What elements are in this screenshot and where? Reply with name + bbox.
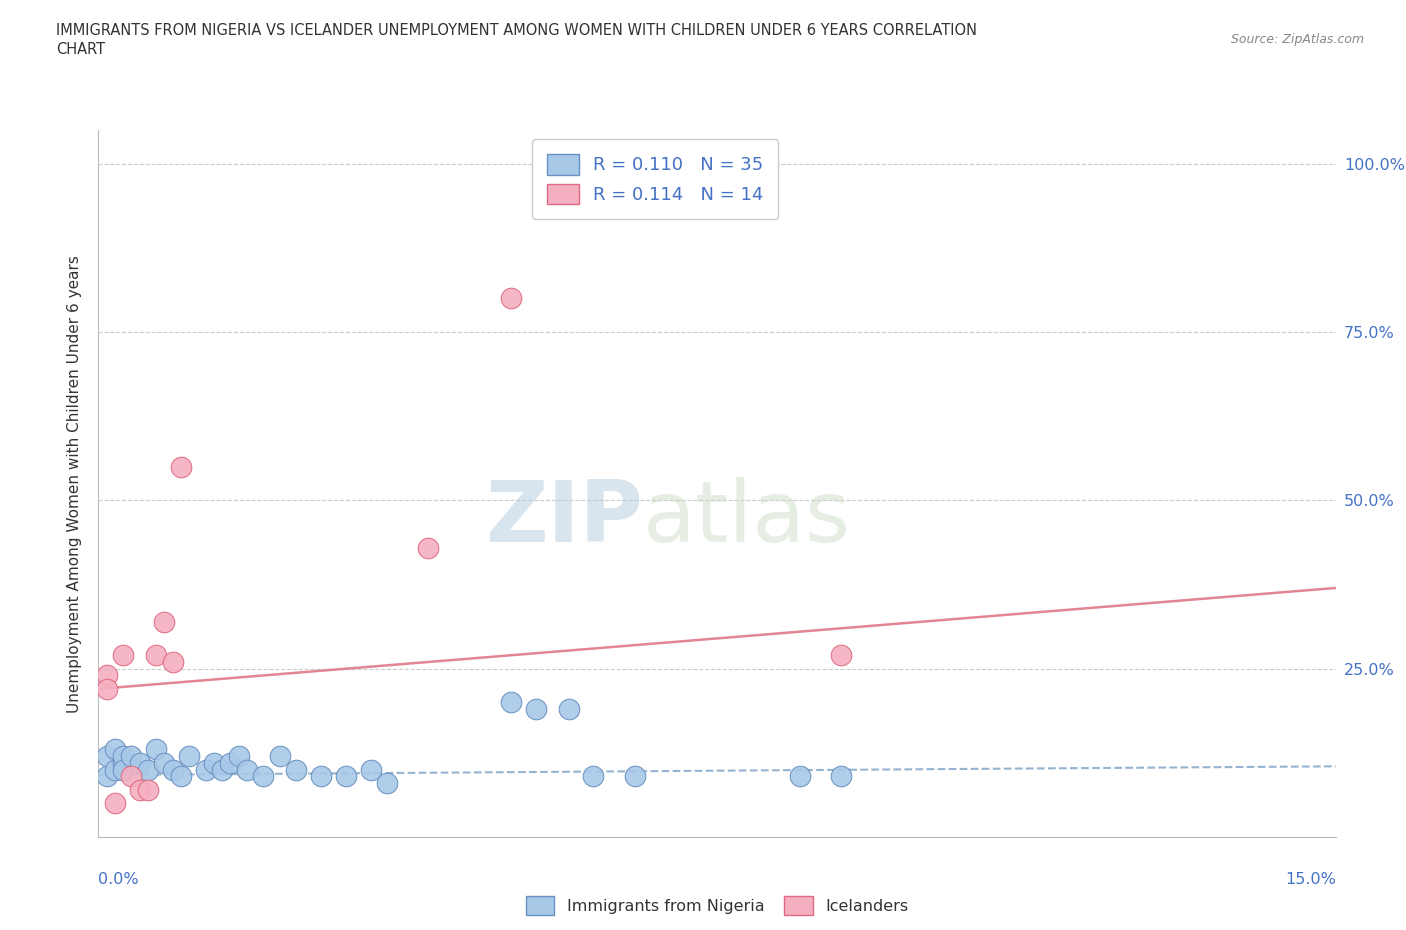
Point bbox=[499, 695, 522, 710]
Point bbox=[153, 755, 176, 770]
Point bbox=[228, 749, 250, 764]
Text: ZIP: ZIP bbox=[485, 477, 643, 561]
Text: 15.0%: 15.0% bbox=[1285, 872, 1336, 887]
Point bbox=[96, 749, 118, 764]
Point bbox=[524, 701, 547, 716]
Point bbox=[418, 540, 440, 555]
Point bbox=[104, 763, 127, 777]
Point bbox=[499, 291, 522, 306]
Point bbox=[136, 782, 159, 797]
Point bbox=[285, 763, 308, 777]
Point bbox=[211, 763, 233, 777]
Legend: Immigrants from Nigeria, Icelanders: Immigrants from Nigeria, Icelanders bbox=[519, 890, 915, 921]
Point bbox=[120, 749, 142, 764]
Point bbox=[145, 742, 167, 757]
Point bbox=[96, 682, 118, 697]
Point bbox=[269, 749, 291, 764]
Text: CHART: CHART bbox=[56, 42, 105, 57]
Point bbox=[145, 648, 167, 663]
Point bbox=[112, 755, 135, 770]
Point bbox=[104, 742, 127, 757]
Point bbox=[179, 749, 201, 764]
Point bbox=[96, 668, 118, 683]
Point bbox=[360, 763, 382, 777]
Text: Source: ZipAtlas.com: Source: ZipAtlas.com bbox=[1230, 33, 1364, 46]
Point bbox=[162, 655, 184, 670]
Point bbox=[112, 763, 135, 777]
Point bbox=[236, 763, 259, 777]
Y-axis label: Unemployment Among Women with Children Under 6 years: Unemployment Among Women with Children U… bbox=[66, 255, 82, 712]
Text: atlas: atlas bbox=[643, 477, 851, 561]
Point bbox=[104, 796, 127, 811]
Point bbox=[96, 769, 118, 784]
Point bbox=[136, 763, 159, 777]
Point bbox=[194, 763, 217, 777]
Point bbox=[170, 459, 193, 474]
Point bbox=[789, 769, 811, 784]
Point bbox=[582, 769, 605, 784]
Point bbox=[830, 769, 852, 784]
Point bbox=[170, 769, 193, 784]
Point bbox=[128, 755, 150, 770]
Text: 0.0%: 0.0% bbox=[98, 872, 139, 887]
Point bbox=[202, 755, 225, 770]
Point bbox=[375, 776, 398, 790]
Point bbox=[112, 749, 135, 764]
Point bbox=[309, 769, 332, 784]
Point bbox=[623, 769, 645, 784]
Point bbox=[335, 769, 357, 784]
Point bbox=[557, 701, 579, 716]
Point bbox=[162, 763, 184, 777]
Text: IMMIGRANTS FROM NIGERIA VS ICELANDER UNEMPLOYMENT AMONG WOMEN WITH CHILDREN UNDE: IMMIGRANTS FROM NIGERIA VS ICELANDER UNE… bbox=[56, 23, 977, 38]
Point bbox=[153, 614, 176, 629]
Point bbox=[120, 769, 142, 784]
Point bbox=[219, 755, 242, 770]
Point bbox=[252, 769, 274, 784]
Point bbox=[830, 648, 852, 663]
Point bbox=[112, 648, 135, 663]
Point bbox=[128, 782, 150, 797]
